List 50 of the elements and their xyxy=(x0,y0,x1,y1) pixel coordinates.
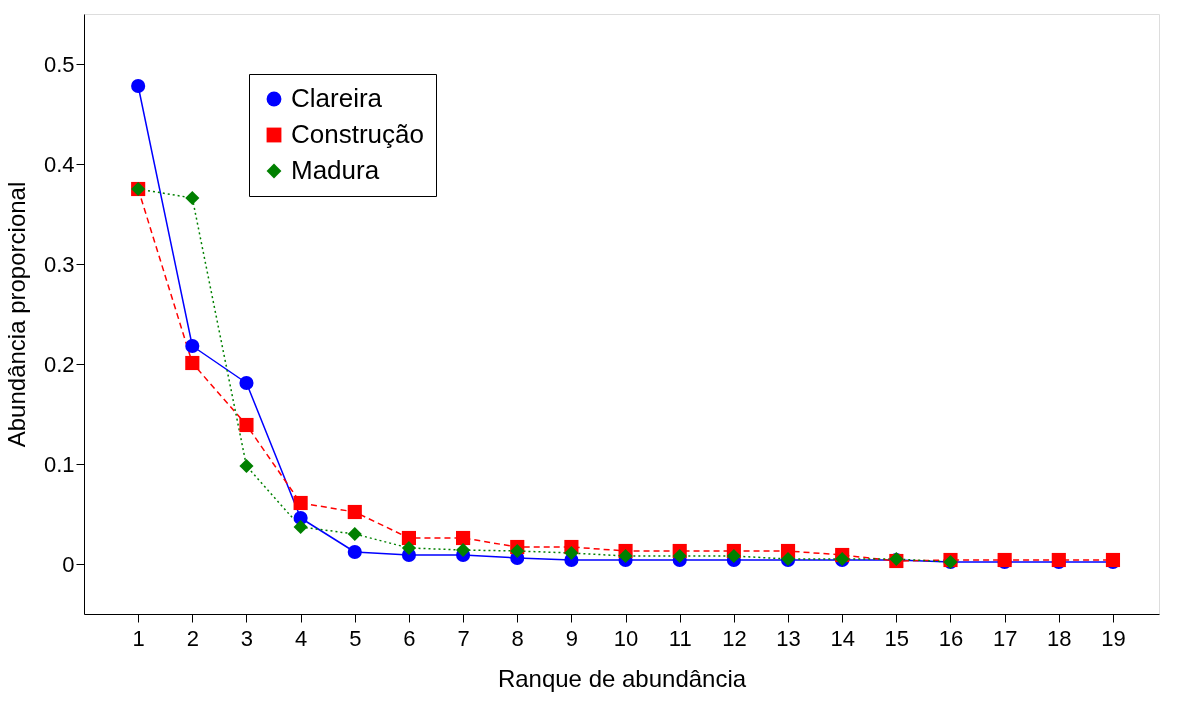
y-tick-label: 0.2 xyxy=(43,351,75,377)
point xyxy=(456,530,471,546)
point xyxy=(185,338,200,354)
point xyxy=(347,526,362,542)
x-tick-label: 15 xyxy=(884,625,910,651)
x-tick-label: 12 xyxy=(722,625,747,651)
y-axis-title: Abundância proporcional xyxy=(2,181,30,448)
y-tick-label: 0.1 xyxy=(43,451,75,477)
legend-label: Clareira xyxy=(291,83,383,113)
y-tick-label: 0.4 xyxy=(43,151,75,177)
point xyxy=(293,495,308,511)
x-tick-label: 13 xyxy=(776,625,801,651)
point xyxy=(564,545,579,561)
x-tick-label: 5 xyxy=(349,625,362,651)
point xyxy=(239,375,254,391)
x-tick-label: 10 xyxy=(613,625,639,651)
point xyxy=(131,78,146,94)
x-tick-label: 11 xyxy=(668,625,692,651)
point xyxy=(672,548,687,564)
point xyxy=(456,542,471,558)
legend-label: Construção xyxy=(291,119,424,149)
point xyxy=(239,417,254,433)
x-tick-label: 16 xyxy=(938,625,964,651)
point xyxy=(185,190,200,206)
point xyxy=(185,355,200,371)
x-tick-label: 9 xyxy=(565,625,579,651)
point xyxy=(239,458,254,474)
point xyxy=(401,540,417,556)
point xyxy=(347,544,362,560)
point xyxy=(618,548,633,564)
x-tick-label: 4 xyxy=(295,625,308,651)
y-tick-label: 0.5 xyxy=(43,51,75,77)
x-tick-label: 8 xyxy=(511,625,524,651)
y-tick-label: 0.3 xyxy=(43,251,75,277)
x-axis-title: Ranque de abundância xyxy=(497,664,747,692)
point xyxy=(347,504,362,520)
x-tick-label: 2 xyxy=(186,625,199,651)
point xyxy=(510,543,525,559)
x-tick-label: 6 xyxy=(403,625,416,651)
y-tick-label: 0 xyxy=(62,551,75,577)
x-tick-label: 7 xyxy=(457,625,470,651)
point xyxy=(726,548,741,564)
x-tick-label: 3 xyxy=(240,625,254,651)
x-tick-label: 14 xyxy=(830,625,855,651)
point xyxy=(293,519,308,535)
x-tick-label: 1 xyxy=(132,625,145,651)
x-tick-label: 19 xyxy=(1101,625,1126,651)
legend-label: Madura xyxy=(291,155,380,185)
x-tick-label: 18 xyxy=(1047,625,1072,651)
x-tick-label: 17 xyxy=(992,625,1018,651)
